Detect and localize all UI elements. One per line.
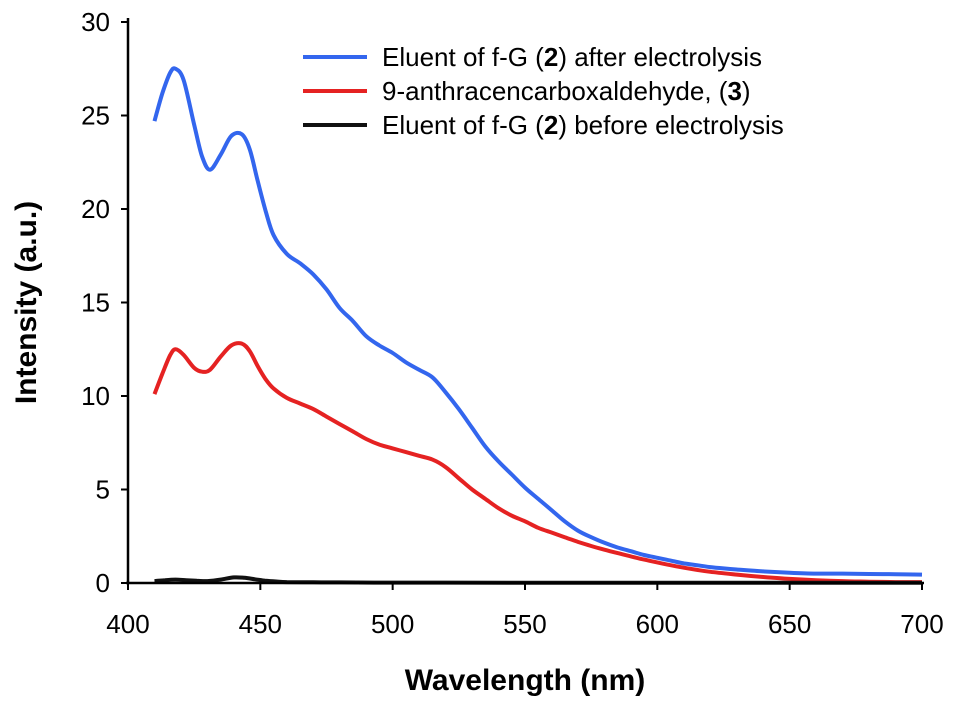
x-axis-title: Wavelength (nm): [405, 664, 646, 697]
x-tick-label: 700: [900, 609, 943, 639]
x-tick-label: 600: [636, 609, 679, 639]
x-tick-label: 650: [768, 609, 811, 639]
x-tick-label: 450: [239, 609, 282, 639]
legend-label-1: Eluent of f-G (2) after electrolysis: [382, 42, 762, 72]
y-tick-label: 25: [81, 101, 110, 131]
series-line-2: [152, 341, 922, 585]
y-tick-label: 0: [96, 568, 110, 598]
series-line-1: [152, 66, 923, 577]
y-tick-label: 5: [96, 475, 110, 505]
x-tick-label: 550: [503, 609, 546, 639]
plot-area: [152, 66, 923, 585]
x-axis-ticks: 400 450 500 550 600 650 700: [106, 583, 944, 639]
y-axis-title: Intensity (a.u.): [10, 201, 43, 404]
y-tick-label: 15: [81, 288, 110, 318]
x-tick-label: 500: [371, 609, 414, 639]
legend-label-2: 9-anthracencarboxaldehyde, (3): [382, 76, 751, 106]
x-tick-label: 400: [106, 609, 149, 639]
legend: Eluent of f-G (2) after electrolysis 9-an…: [303, 42, 784, 140]
legend-label-3: Eluent of f-G (2) before electrolysis: [382, 110, 784, 140]
y-tick-label: 20: [81, 194, 110, 224]
y-tick-label: 10: [81, 381, 110, 411]
y-tick-label: 30: [81, 7, 110, 37]
y-axis-ticks: 0 5 10 15 20 25 30: [81, 7, 128, 598]
